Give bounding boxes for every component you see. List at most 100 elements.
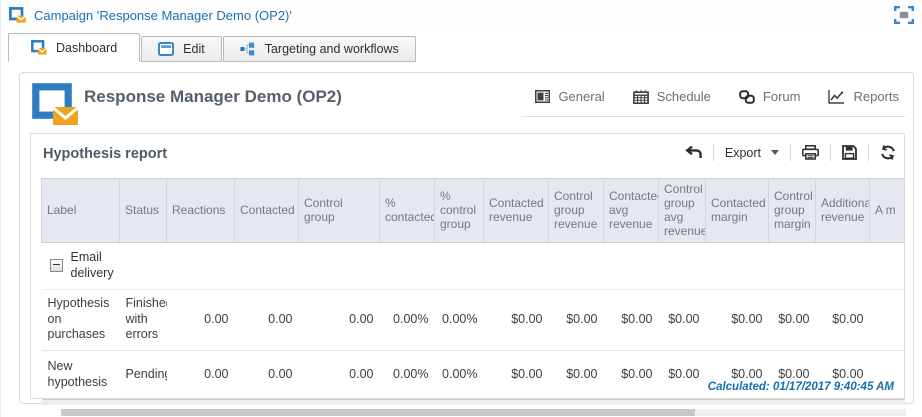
form-icon: [535, 90, 551, 103]
targeting-tab-icon: [240, 42, 256, 56]
window-title-bar: Campaign 'Response Manager Demo (OP2)': [1, 0, 922, 30]
cell-value-clipped: [869, 350, 905, 400]
cell-value: 0.00: [166, 289, 235, 351]
cell-value: 0.00: [234, 350, 299, 400]
cell-value: $0.00: [483, 350, 549, 400]
forum-link[interactable]: Forum: [739, 89, 801, 104]
col-additional-revenue[interactable]: Additional revenue: [815, 178, 870, 243]
col-pct-control-group[interactable]: % control group: [434, 178, 484, 243]
hypothesis-table: Label Status Reactions Contacted Control…: [41, 178, 905, 400]
tab-bar: Dashboard Edit Targeting and workflows: [8, 33, 417, 62]
cell-value: $0.00: [815, 289, 870, 351]
col-contacted-revenue[interactable]: Contacted revenue: [483, 178, 549, 243]
export-caret-icon: [771, 150, 779, 155]
cell-status: Pending: [119, 350, 167, 400]
cell-label: New hypothesis: [41, 350, 120, 400]
toolbar-separator: [712, 144, 714, 161]
report-title: Hypothesis report: [43, 146, 168, 162]
campaign-large-icon: [32, 83, 78, 125]
print-button[interactable]: [802, 145, 819, 160]
col-control-group-margin[interactable]: Control group margin: [768, 178, 816, 243]
tab-edit[interactable]: Edit: [141, 36, 222, 62]
report-toolbar-row: Hypothesis report Export: [31, 134, 904, 178]
back-button[interactable]: [684, 146, 702, 159]
col-contacted-margin[interactable]: Contacted margin: [705, 178, 769, 243]
table-header-row: Label Status Reactions Contacted Control…: [41, 178, 905, 243]
col-control-group-revenue[interactable]: Control group revenue: [548, 178, 604, 243]
general-link[interactable]: General: [535, 89, 605, 104]
cell-value: 0.00: [298, 350, 380, 400]
reports-link[interactable]: Reports: [828, 89, 899, 104]
table-footer-strip: [41, 399, 905, 405]
cell-value: 0.00%: [379, 350, 435, 400]
toolbar-separator: [790, 144, 791, 161]
tab-dashboard[interactable]: Dashboard: [8, 33, 141, 62]
cell-status: Finished with errors: [119, 289, 167, 351]
col-pct-contacted[interactable]: % contacted: [379, 178, 435, 243]
calculated-timestamp: Calculated: 01/17/2017 9:40:45 AM: [707, 381, 894, 393]
tab-targeting-and-workflows[interactable]: Targeting and workflows: [222, 36, 416, 62]
link-label: Reports: [853, 89, 899, 104]
cell-value: 0.00%: [379, 289, 435, 351]
chat-links-icon: [739, 89, 755, 104]
cell-value: $0.00: [483, 289, 549, 351]
cell-value: 0.00%: [434, 289, 484, 351]
maximize-icon[interactable]: [894, 6, 914, 24]
table-row[interactable]: New hypothesis Pending 0.00 0.00 0.00 0.…: [41, 350, 905, 400]
dashboard-tab-icon: [31, 40, 47, 55]
cell-value: $0.00: [768, 350, 816, 400]
calendar-icon: [632, 90, 649, 104]
cell-value: $0.00: [603, 289, 659, 351]
window-title: Campaign 'Response Manager Demo (OP2)': [34, 7, 292, 23]
col-reactions[interactable]: Reactions: [166, 178, 235, 243]
save-icon: [842, 145, 857, 160]
campaign-icon: [9, 7, 26, 23]
col-contacted[interactable]: Contacted: [234, 178, 299, 243]
link-label: Forum: [762, 89, 801, 104]
edit-tab-icon: [158, 42, 175, 56]
col-label[interactable]: Label: [41, 178, 120, 243]
cell-value: $0.00: [603, 350, 659, 400]
group-label: Email delivery: [70, 250, 114, 280]
save-button[interactable]: [842, 145, 857, 160]
cell-value: $0.00: [705, 289, 769, 351]
col-control-group-avg-revenue[interactable]: Control group avg revenue: [658, 178, 706, 243]
cell-value: $0.00: [548, 289, 604, 351]
cell-value: $0.00: [658, 289, 706, 351]
cell-value: $0.00: [658, 350, 706, 400]
page-title: Response Manager Demo (OP2): [84, 87, 342, 106]
table-row[interactable]: Hypothesis on purchases Finished with er…: [41, 289, 905, 351]
hypothesis-report-panel: Hypothesis report Export: [30, 133, 905, 405]
col-status[interactable]: Status: [119, 178, 167, 243]
tab-label: Dashboard: [56, 40, 118, 55]
cell-value: $0.00: [768, 289, 816, 351]
cell-label: Hypothesis on purchases: [41, 289, 120, 351]
dashboard-panel: Response Manager Demo (OP2) General: [19, 72, 914, 405]
col-control-group[interactable]: Control group: [298, 178, 380, 243]
report-toolbar: Export: [684, 144, 896, 161]
horizontal-scrollbar-thumb[interactable]: [61, 409, 695, 416]
toolbar-separator: [830, 144, 831, 161]
print-icon: [802, 145, 819, 160]
back-arrow-icon: [684, 146, 702, 159]
export-button[interactable]: Export: [725, 146, 779, 160]
col-additional-margin-clipped[interactable]: A m: [869, 178, 905, 243]
tab-label: Edit: [183, 42, 205, 56]
export-label: Export: [724, 145, 761, 160]
tab-label: Targeting and workflows: [264, 42, 399, 56]
col-contacted-avg-revenue[interactable]: Contacted avg revenue: [603, 178, 659, 243]
line-chart-icon: [828, 89, 845, 104]
refresh-button[interactable]: [880, 145, 896, 160]
cell-value: 0.00: [234, 289, 299, 351]
cell-value: 0.00%: [434, 350, 484, 400]
schedule-link[interactable]: Schedule: [632, 89, 711, 104]
cell-value-clipped: [869, 289, 905, 351]
campaign-header: Response Manager Demo (OP2) General: [20, 73, 913, 131]
cell-value: $0.00: [705, 350, 769, 400]
collapse-minus-icon[interactable]: [49, 259, 63, 273]
cell-value: $0.00: [815, 350, 870, 400]
link-label: General: [558, 89, 605, 104]
group-row-email-delivery[interactable]: Email delivery: [41, 242, 905, 290]
cell-value: 0.00: [298, 289, 380, 351]
